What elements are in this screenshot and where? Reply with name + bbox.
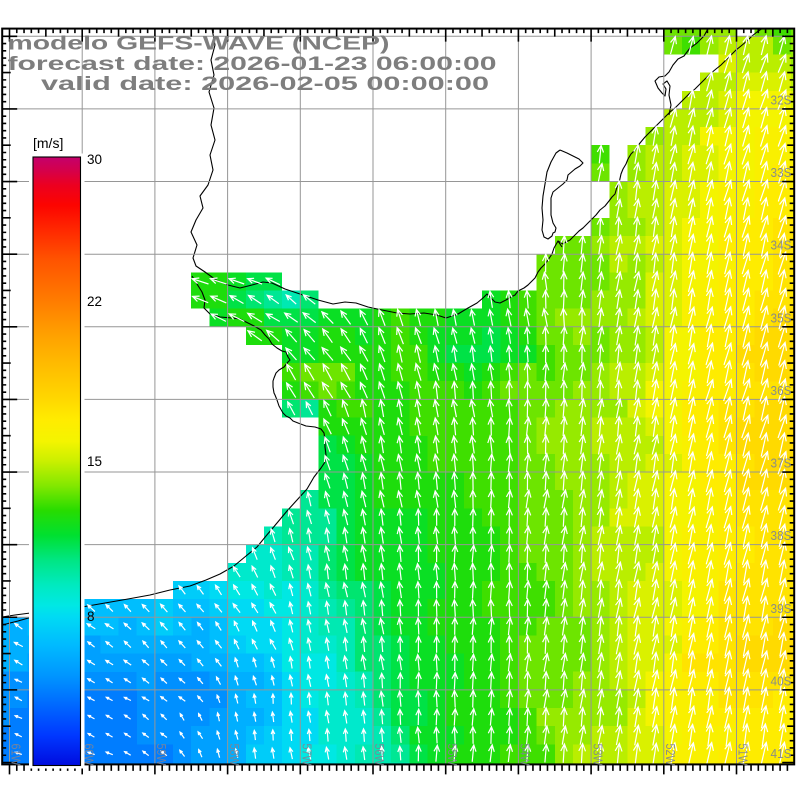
svg-text:modelo GEFS-WAVE (NCEP): modelo GEFS-WAVE (NCEP)	[8, 34, 390, 55]
svg-text:55W: 55W	[445, 744, 460, 766]
svg-text:8: 8	[87, 609, 95, 624]
svg-text:52W: 52W	[663, 744, 678, 766]
svg-text:59W: 59W	[154, 744, 169, 766]
svg-text:38S: 38S	[771, 528, 792, 543]
svg-text:53W: 53W	[590, 744, 605, 766]
svg-text:54W: 54W	[518, 744, 533, 766]
svg-text:51W: 51W	[736, 744, 751, 766]
svg-text:32S: 32S	[771, 92, 792, 107]
svg-text:37S: 37S	[771, 456, 792, 471]
svg-text:40S: 40S	[771, 673, 792, 688]
svg-text:[m/s]: [m/s]	[33, 135, 63, 151]
svg-text:61W: 61W	[9, 744, 24, 766]
svg-text:33S: 33S	[771, 165, 792, 180]
svg-text:35S: 35S	[771, 310, 792, 325]
svg-text:60W: 60W	[81, 744, 96, 766]
svg-text:30: 30	[87, 152, 102, 167]
svg-text:valid date: 2026-02-05 00:00:0: valid date: 2026-02-05 00:00:00	[41, 74, 489, 95]
svg-text:forecast date: 2026-01-23 06:0: forecast date: 2026-01-23 06:00:00	[8, 54, 497, 75]
svg-text:41S: 41S	[771, 746, 792, 761]
svg-text:34S: 34S	[771, 238, 792, 253]
svg-text:36S: 36S	[771, 383, 792, 398]
svg-text:39S: 39S	[771, 601, 792, 616]
svg-text:57W: 57W	[300, 744, 315, 766]
svg-text:22: 22	[87, 294, 102, 309]
svg-text:58W: 58W	[227, 744, 242, 766]
svg-text:56W: 56W	[372, 744, 387, 766]
svg-text:15: 15	[87, 454, 102, 469]
